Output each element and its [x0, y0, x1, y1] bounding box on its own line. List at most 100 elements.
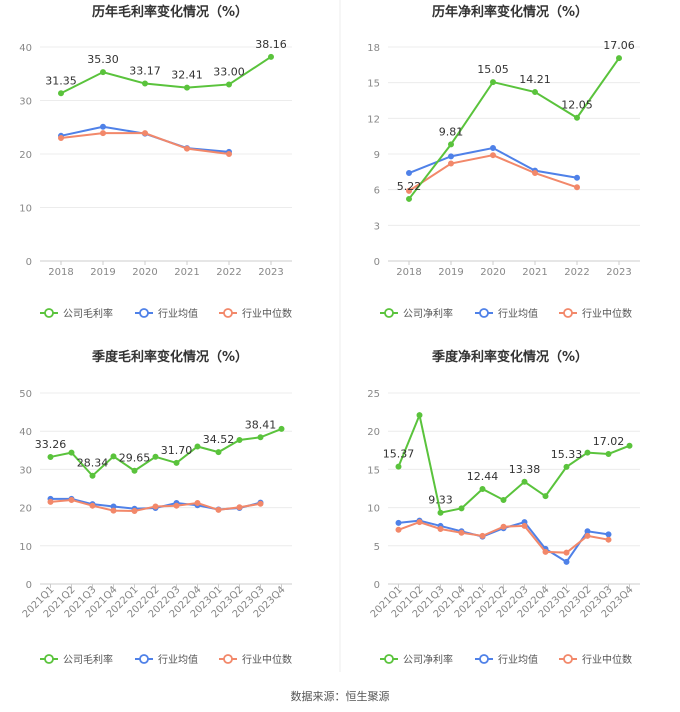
legend-item-industry-avg[interactable]: 行业均值	[135, 307, 198, 320]
legend-marker-swatch	[479, 308, 489, 318]
legend-label: 公司毛利率	[63, 653, 113, 666]
y-tick-label: 0	[26, 257, 32, 268]
data-point-company	[215, 449, 222, 456]
series-line-company	[50, 427, 282, 478]
chart-title: 季度净利率变化情况（%）	[431, 349, 588, 365]
data-label: 33.17	[129, 65, 161, 78]
data-point-company	[605, 450, 612, 457]
data-label: 17.06	[603, 39, 635, 52]
chart-panel-1: 历年毛利率变化情况（%） 0 10 20 30 40 2018 2019 2020 2021 202…	[19, 4, 292, 320]
legend-item-industry-median[interactable]: 行业中位数	[219, 307, 292, 320]
y-tick-label: 20	[367, 427, 380, 438]
data-label: 33.00	[213, 65, 245, 78]
x-tick-label: 2019	[90, 267, 115, 278]
data-point-industry-median	[448, 160, 454, 167]
legend-label: 行业中位数	[582, 307, 632, 320]
data-point-industry-median	[215, 506, 222, 513]
data-label: 5.22	[397, 180, 422, 193]
data-point-company	[58, 90, 64, 97]
data-point-company	[458, 505, 465, 512]
legend-item-company[interactable]: 公司毛利率	[40, 653, 113, 666]
legend-marker-swatch	[384, 654, 394, 664]
series-line-company	[397, 411, 630, 514]
data-point-industry-median	[226, 151, 232, 157]
data-point-company	[89, 472, 96, 479]
data-point-industry-median	[500, 523, 507, 530]
data-point-company	[490, 79, 496, 86]
data-point-industry-avg	[605, 531, 612, 538]
data-label: 15.37	[383, 448, 415, 461]
y-tick-label: 12	[367, 114, 380, 125]
legend-label: 行业中位数	[582, 653, 632, 666]
data-point-company	[626, 442, 633, 449]
legend-marker-swatch	[44, 654, 54, 664]
legend-item-industry-avg[interactable]: 行业均值	[475, 653, 538, 666]
data-point-industry-median	[89, 502, 96, 509]
x-tick-label: 2018	[396, 267, 421, 278]
data-label: 12.05	[561, 99, 593, 112]
series-line-company	[60, 56, 272, 95]
series-line-company	[408, 57, 620, 200]
data-label: 14.21	[519, 73, 551, 86]
data-point-company	[542, 493, 549, 500]
y-tick-label: 50	[19, 389, 32, 400]
data-point-company	[152, 453, 159, 460]
data-point-industry-median	[236, 504, 243, 511]
legend-label: 行业均值	[498, 307, 538, 320]
legend-item-industry-median[interactable]: 行业中位数	[559, 653, 632, 666]
data-point-company	[110, 453, 117, 460]
legend-item-industry-median[interactable]: 行业中位数	[559, 307, 632, 320]
legend-item-industry-median[interactable]: 行业中位数	[219, 653, 292, 666]
data-point-industry-median	[58, 134, 64, 141]
legend-label: 公司毛利率	[63, 307, 113, 320]
y-tick-label: 30	[19, 465, 32, 476]
data-label: 35.30	[87, 53, 119, 66]
data-source-note: 数据来源：恒生聚源	[290, 690, 390, 703]
data-point-industry-median	[184, 145, 190, 152]
legend-item-company[interactable]: 公司净利率	[380, 653, 453, 666]
data-point-industry-median	[416, 519, 423, 526]
data-label: 9.81	[439, 125, 464, 138]
y-tick-label: 40	[19, 43, 32, 54]
data-point-industry-median	[437, 525, 444, 532]
data-point-industry-median	[68, 496, 75, 503]
x-tick-label: 2021	[522, 267, 547, 278]
data-point-industry-median	[257, 500, 264, 507]
legend-item-company[interactable]: 公司净利率	[380, 307, 453, 320]
legend-item-industry-avg[interactable]: 行业均值	[135, 653, 198, 666]
legend-label: 行业中位数	[242, 307, 292, 320]
data-point-company	[500, 496, 507, 503]
data-point-company	[563, 463, 570, 470]
data-point-industry-median	[100, 130, 106, 137]
data-point-company	[448, 141, 454, 148]
legend-marker-swatch	[563, 654, 573, 664]
data-point-company	[100, 69, 106, 76]
legend-item-company[interactable]: 公司毛利率	[40, 307, 113, 320]
data-point-company	[173, 459, 180, 466]
y-tick-label: 25	[367, 389, 380, 400]
y-tick-label: 10	[19, 204, 32, 215]
data-point-industry-median	[173, 502, 180, 509]
data-point-company	[194, 443, 201, 450]
y-tick-label: 15	[367, 79, 380, 90]
x-tick-label: 2022	[216, 267, 241, 278]
data-point-industry-median	[131, 508, 138, 515]
data-label: 15.33	[551, 448, 583, 461]
legend-item-industry-avg[interactable]: 行业均值	[475, 307, 538, 320]
data-point-industry-avg	[563, 558, 570, 565]
data-point-industry-median	[563, 549, 570, 556]
data-point-industry-median	[47, 498, 54, 505]
data-point-industry-median	[542, 548, 549, 555]
x-tick-label: 2022	[564, 267, 589, 278]
data-label: 29.65	[119, 452, 151, 465]
legend-marker-swatch	[384, 308, 394, 318]
data-label: 31.35	[45, 74, 77, 87]
y-tick-label: 20	[19, 504, 32, 515]
data-point-industry-median	[142, 130, 148, 137]
y-tick-label: 0	[374, 580, 380, 591]
data-point-company	[584, 449, 591, 456]
x-tick-label: 2023	[606, 267, 631, 278]
data-point-company	[406, 195, 412, 202]
data-point-company	[47, 453, 54, 460]
data-label: 34.52	[203, 433, 235, 446]
